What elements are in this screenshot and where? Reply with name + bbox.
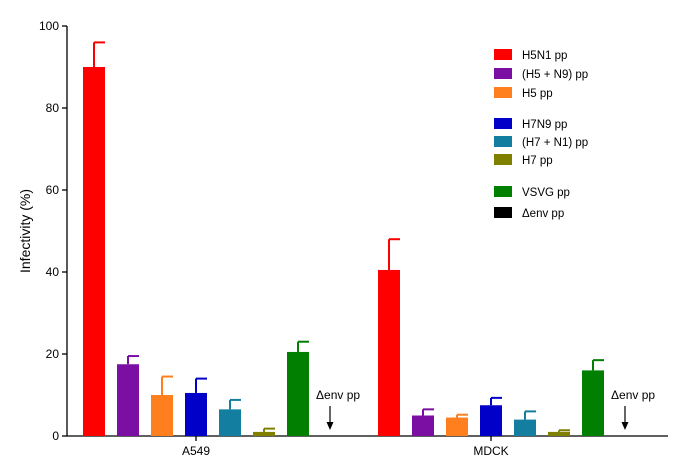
legend-swatch — [494, 68, 512, 79]
bar — [151, 395, 173, 436]
legend-swatch — [494, 118, 512, 129]
annotation-arrow-head — [621, 422, 629, 430]
legend-label: H5N1 pp — [522, 50, 567, 62]
y-tick-label: 40 — [46, 265, 60, 279]
legend-swatch — [494, 186, 512, 197]
y-tick-label: 60 — [46, 183, 60, 197]
y-tick-label: 100 — [39, 19, 59, 33]
y-axis-title: Infectivity (%) — [17, 189, 33, 273]
legend-swatch — [494, 49, 512, 60]
y-tick-label: 20 — [46, 347, 60, 361]
bar — [219, 409, 241, 436]
bar — [83, 67, 105, 436]
legend-label: VSVG pp — [522, 187, 570, 199]
legend-swatch — [494, 136, 512, 147]
legend-label: H7 pp — [522, 155, 553, 167]
delta-env-annotation: Δenv pp — [316, 388, 360, 402]
legend-label: (H5 + N9) pp — [522, 69, 588, 81]
bar — [514, 419, 536, 436]
bars: Δenv pp Δenv pp — [83, 41, 655, 436]
bar — [412, 415, 434, 436]
bar — [287, 351, 309, 436]
legend-swatch — [494, 154, 512, 165]
bar — [480, 405, 502, 436]
bar — [446, 417, 468, 436]
bar — [185, 392, 207, 436]
bar — [253, 431, 275, 436]
legend-label: H7N9 pp — [522, 119, 567, 131]
legend-swatch — [494, 87, 512, 98]
legend-label: Δenv pp — [522, 208, 564, 220]
legend-swatch — [494, 207, 512, 218]
x-category-label: MDCK — [473, 444, 508, 458]
annotation-arrow-head — [326, 422, 334, 430]
bar — [548, 431, 570, 436]
bar — [378, 269, 400, 436]
legend-label: H5 pp — [522, 88, 553, 100]
bar — [582, 370, 604, 436]
legend-label: (H7 + N1) pp — [522, 137, 588, 149]
bar — [117, 364, 139, 436]
y-tick-label: 0 — [52, 429, 59, 443]
legend: H5N1 pp (H5 + N9) pp H5 pp H7N9 pp (H7 + N1)… — [494, 49, 588, 220]
y-tick-label: 80 — [46, 101, 60, 115]
delta-env-annotation: Δenv pp — [611, 388, 655, 402]
x-category-label: A549 — [182, 444, 210, 458]
